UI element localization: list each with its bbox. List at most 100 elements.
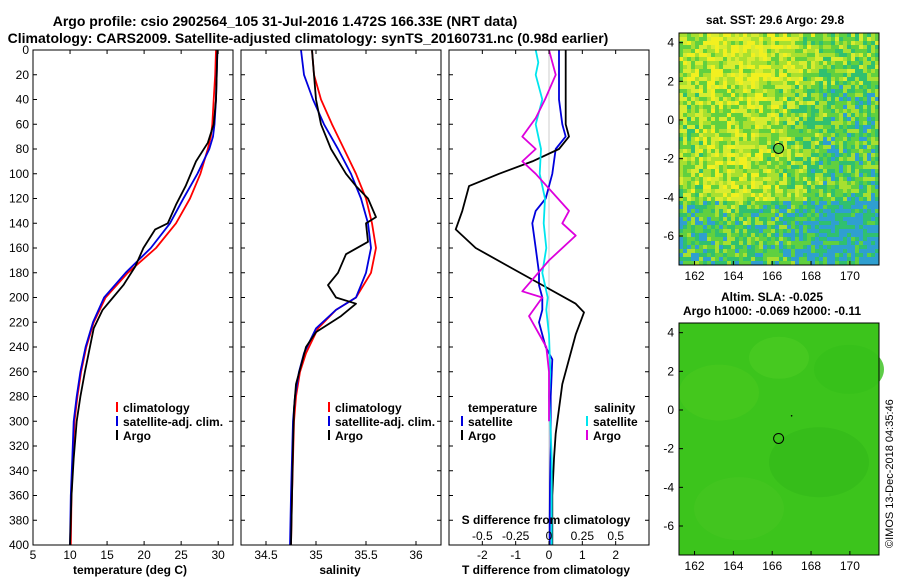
sst-cell [735, 213, 739, 217]
sst-cell [811, 137, 815, 141]
sst-cell [863, 189, 867, 193]
sst-cell [695, 129, 699, 133]
sst-cell [783, 125, 787, 129]
sst-cell [719, 45, 723, 49]
sst-cell [811, 157, 815, 161]
sst-cell [759, 241, 763, 245]
sst-cell [775, 65, 779, 69]
sst-cell [795, 113, 799, 117]
sst-cell [731, 205, 735, 209]
sst-cell [795, 233, 799, 237]
sst-cell [723, 133, 727, 137]
sst-cell [815, 157, 819, 161]
sst-cell [731, 45, 735, 49]
sst-cell [719, 173, 723, 177]
sst-cell [779, 61, 783, 65]
sst-cell [851, 45, 855, 49]
sst-cell [863, 105, 867, 109]
sst-cell [871, 169, 875, 173]
sst-cell [803, 125, 807, 129]
sst-cell [751, 193, 755, 197]
sst-cell [791, 241, 795, 245]
sst-cell [687, 125, 691, 129]
sst-cell [771, 125, 775, 129]
sst-cell [851, 57, 855, 61]
sst-cell [763, 245, 767, 249]
map-x-tick-label: 166 [762, 269, 782, 283]
sst-cell [759, 37, 763, 41]
sst-cell [683, 165, 687, 169]
sst-cell [783, 177, 787, 181]
sst-cell [871, 73, 875, 77]
sst-cell [723, 233, 727, 237]
sst-cell [767, 97, 771, 101]
depth-tick-label: 40 [16, 93, 30, 107]
sst-cell [819, 253, 823, 257]
sst-cell [815, 245, 819, 249]
sst-cell [715, 245, 719, 249]
sst-cell [775, 53, 779, 57]
sst-cell [827, 161, 831, 165]
sst-cell [695, 193, 699, 197]
sst-cell [719, 65, 723, 69]
sst-cell [707, 113, 711, 117]
sst-cell [751, 205, 755, 209]
sst-cell [707, 65, 711, 69]
sst-cell [843, 121, 847, 125]
sst-cell [787, 125, 791, 129]
sst-cell [839, 169, 843, 173]
sst-cell [755, 137, 759, 141]
sst-cell [787, 217, 791, 221]
sst-cell [695, 121, 699, 125]
sst-cell [763, 97, 767, 101]
sst-cell [835, 149, 839, 153]
sst-cell [727, 49, 731, 53]
sst-cell [855, 141, 859, 145]
sst-cell [763, 109, 767, 113]
sst-cell [851, 193, 855, 197]
sst-cell [791, 153, 795, 157]
sst-cell [811, 69, 815, 73]
sst-cell [839, 261, 843, 265]
sst-cell [787, 77, 791, 81]
sst-cell [819, 141, 823, 145]
sst-cell [783, 141, 787, 145]
sst-cell [687, 69, 691, 73]
sst-cell [779, 129, 783, 133]
sst-cell [735, 145, 739, 149]
sst-cell [691, 129, 695, 133]
sst-cell [855, 61, 859, 65]
sst-cell [703, 85, 707, 89]
sst-cell [867, 85, 871, 89]
sst-cell [815, 161, 819, 165]
sst-cell [863, 173, 867, 177]
sst-cell [747, 221, 751, 225]
sst-cell [819, 137, 823, 141]
sst-cell [723, 161, 727, 165]
sst-cell [691, 189, 695, 193]
sst-cell [751, 37, 755, 41]
sst-cell [851, 189, 855, 193]
sst-cell [683, 121, 687, 125]
sst-cell [819, 181, 823, 185]
sst-cell [827, 169, 831, 173]
sst-cell [727, 129, 731, 133]
sst-cell [823, 177, 827, 181]
sst-cell [779, 93, 783, 97]
sst-cell [759, 197, 763, 201]
sst-cell [771, 41, 775, 45]
sst-cell [771, 141, 775, 145]
sst-cell [747, 97, 751, 101]
sst-cell [827, 33, 831, 37]
sst-cell [783, 117, 787, 121]
sst-cell [807, 77, 811, 81]
sst-cell [735, 197, 739, 201]
sst-cell [691, 249, 695, 253]
sst-cell [699, 193, 703, 197]
sst-cell [811, 73, 815, 77]
sst-cell [787, 117, 791, 121]
sst-cell [707, 169, 711, 173]
sst-cell [835, 109, 839, 113]
sst-cell [771, 249, 775, 253]
sst-cell [823, 97, 827, 101]
